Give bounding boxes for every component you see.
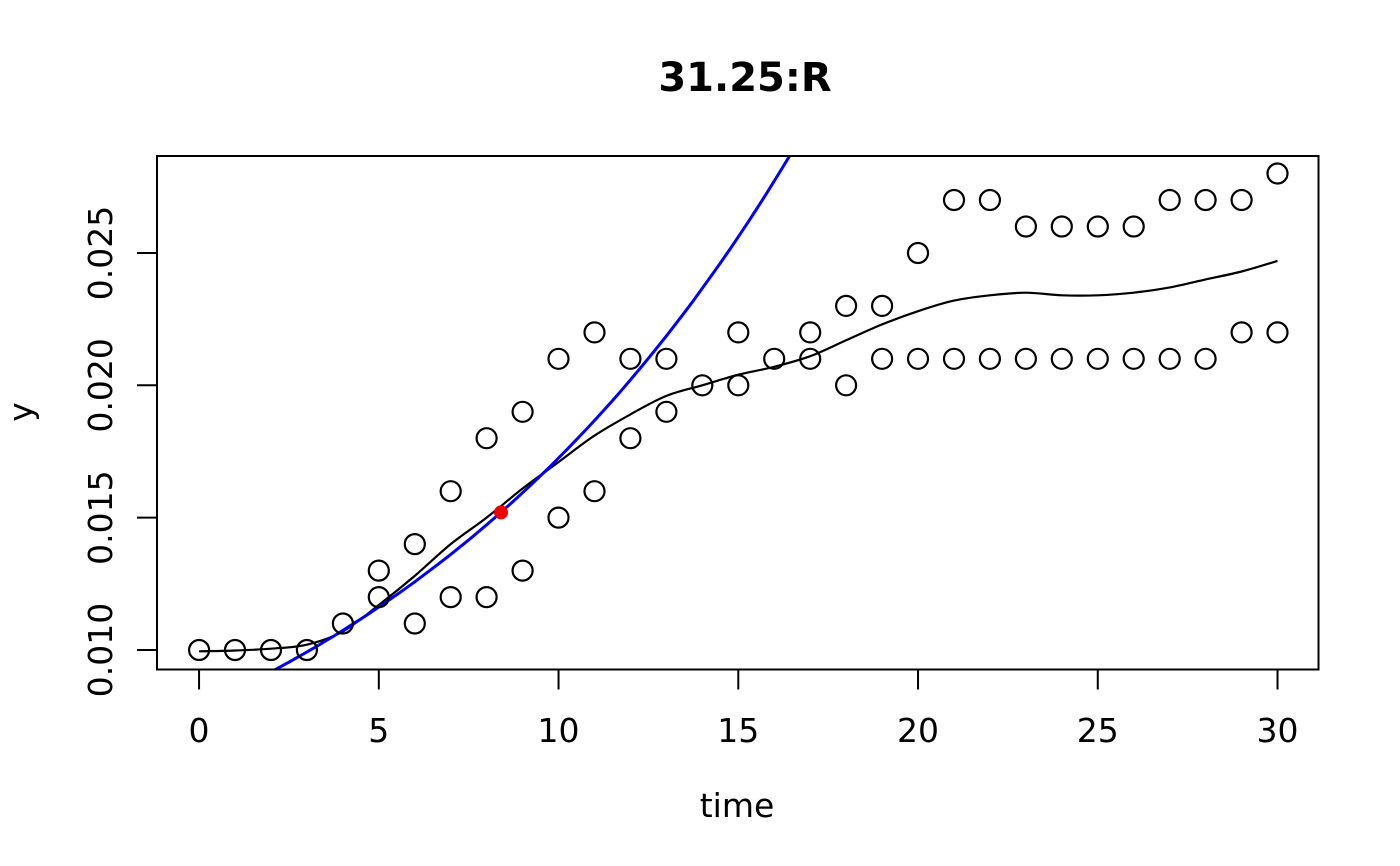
x-tick-label: 5 bbox=[368, 711, 389, 750]
data-point bbox=[583, 480, 606, 503]
data-point bbox=[475, 427, 498, 450]
y-tick-label: 0.015 bbox=[81, 470, 120, 564]
smooth-fit-curve bbox=[199, 259, 1278, 653]
data-point bbox=[583, 321, 606, 344]
data-point bbox=[511, 400, 534, 423]
data-point bbox=[1194, 188, 1217, 212]
x-axis-label: time bbox=[700, 786, 775, 825]
data-point bbox=[188, 638, 211, 662]
data-point bbox=[655, 347, 678, 370]
plot-border bbox=[156, 155, 1320, 671]
data-points bbox=[188, 162, 1289, 662]
data-point bbox=[1266, 162, 1289, 185]
x-axis: 0 5 10 15 20 25 30 bbox=[189, 669, 1299, 750]
y-axis: 0.010 0.015 0.020 0.025 bbox=[81, 206, 157, 697]
data-point bbox=[1122, 347, 1145, 370]
data-point bbox=[367, 559, 390, 582]
data-point bbox=[870, 347, 894, 370]
data-point bbox=[655, 400, 678, 423]
data-point bbox=[799, 347, 822, 370]
data-point bbox=[475, 585, 498, 609]
data-point bbox=[727, 374, 750, 397]
data-point bbox=[1050, 347, 1073, 370]
x-tick-label: 25 bbox=[1077, 711, 1119, 750]
data-point bbox=[727, 321, 750, 344]
data-point bbox=[439, 585, 462, 609]
data-point bbox=[834, 294, 858, 317]
y-tick-label: 0.020 bbox=[81, 338, 120, 432]
data-point bbox=[978, 347, 1002, 370]
data-point bbox=[295, 638, 318, 662]
x-tick-label: 20 bbox=[897, 711, 939, 750]
highlight-point bbox=[494, 505, 508, 520]
data-point bbox=[906, 347, 930, 370]
data-point bbox=[511, 559, 534, 582]
x-tick-label: 15 bbox=[717, 711, 759, 750]
exponential-model-curve bbox=[272, 156, 792, 670]
data-point bbox=[942, 347, 966, 370]
data-point bbox=[1014, 215, 1038, 238]
chart-title: 31.25:R bbox=[658, 55, 831, 101]
y-tick-label: 0.010 bbox=[81, 603, 120, 697]
data-point bbox=[1230, 188, 1253, 212]
y-axis-label: y bbox=[1, 402, 40, 422]
data-point bbox=[834, 374, 858, 397]
data-point bbox=[1050, 215, 1073, 238]
data-point bbox=[547, 347, 570, 370]
data-point bbox=[1194, 347, 1217, 370]
data-point bbox=[1086, 215, 1109, 238]
data-point bbox=[331, 612, 354, 635]
data-point bbox=[403, 612, 426, 635]
x-tick-label: 0 bbox=[189, 711, 210, 750]
data-point bbox=[799, 321, 822, 344]
data-point bbox=[1158, 347, 1181, 370]
data-point bbox=[619, 427, 642, 450]
data-point bbox=[870, 294, 894, 317]
data-point bbox=[403, 532, 426, 556]
data-point bbox=[691, 374, 714, 397]
data-point bbox=[763, 347, 786, 370]
x-tick-label: 30 bbox=[1257, 711, 1299, 750]
data-point bbox=[1230, 321, 1253, 344]
data-point bbox=[1158, 188, 1181, 212]
data-point bbox=[367, 585, 390, 609]
data-point bbox=[942, 188, 966, 212]
data-point bbox=[259, 638, 283, 662]
y-tick-label: 0.025 bbox=[81, 206, 120, 300]
data-point bbox=[619, 347, 642, 370]
data-point bbox=[1122, 215, 1145, 238]
data-point bbox=[906, 241, 930, 265]
data-point bbox=[439, 480, 462, 503]
data-point bbox=[547, 506, 570, 529]
data-point bbox=[1086, 347, 1109, 370]
data-point bbox=[978, 188, 1002, 212]
data-point bbox=[1266, 321, 1289, 344]
data-point bbox=[223, 638, 247, 662]
x-tick-label: 10 bbox=[538, 711, 580, 750]
data-point bbox=[1014, 347, 1038, 370]
